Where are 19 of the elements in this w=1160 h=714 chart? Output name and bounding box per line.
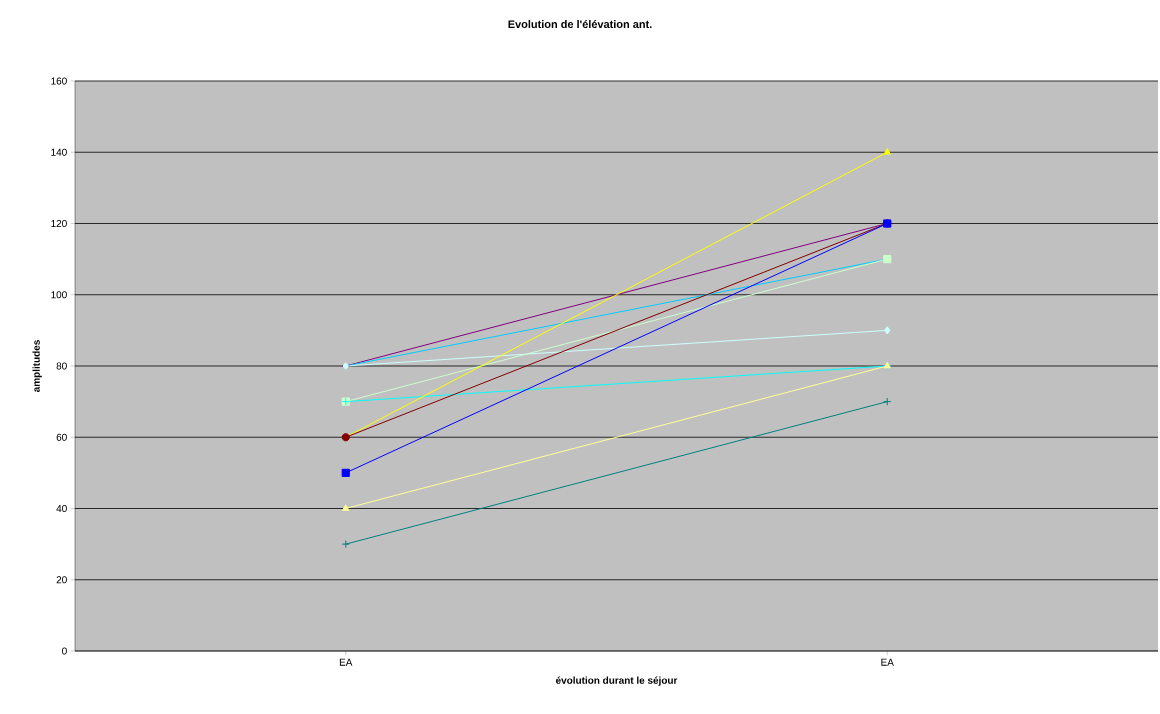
y-tick-label: 160: [51, 77, 67, 85]
y-tick-label: 20: [56, 576, 67, 584]
y-tick-label: 100: [51, 291, 67, 299]
chart-title: Evolution de l'élévation ant.: [508, 19, 652, 29]
y-tick-label: 140: [51, 148, 67, 156]
y-tick-label: 0: [62, 647, 67, 655]
point: [341, 540, 350, 549]
point: [341, 468, 350, 477]
y-tick-label: 80: [56, 362, 67, 370]
y-tick-label: 120: [51, 219, 67, 228]
y-tick-label: 60: [56, 433, 67, 441]
point: [883, 397, 892, 406]
x-axis-title: évolution durant le séjour: [556, 676, 678, 686]
y-tick-label: 40: [56, 504, 67, 513]
point: [883, 255, 892, 264]
x-tick-label: EA: [339, 658, 353, 666]
y-axis-title: amplitudes: [32, 340, 42, 392]
point: [884, 326, 891, 335]
x-tick-label: EA: [881, 658, 894, 666]
